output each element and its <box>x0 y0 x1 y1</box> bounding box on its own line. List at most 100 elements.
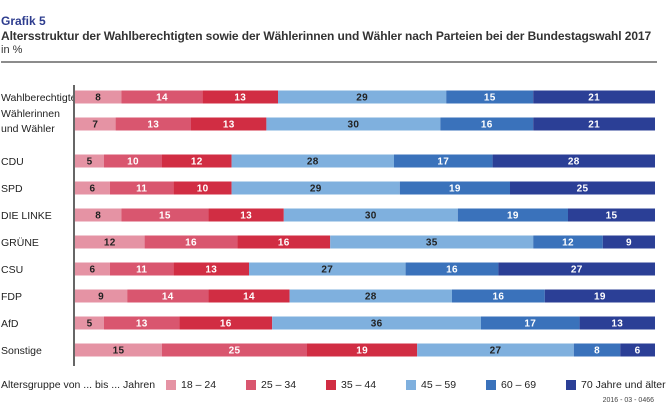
category-label: FDP <box>1 291 22 303</box>
data-label: 16 <box>493 292 505 303</box>
data-label: 19 <box>356 346 368 357</box>
data-label: 28 <box>365 292 377 303</box>
category-label: GRÜNE <box>1 237 39 249</box>
legend-item: 60 – 69 <box>486 379 536 391</box>
data-label: 9 <box>626 238 632 249</box>
data-label: 25 <box>577 184 589 195</box>
bar-segment <box>121 208 209 222</box>
bar-segment <box>457 208 568 222</box>
data-label: 5 <box>87 157 93 168</box>
data-label: 16 <box>220 319 232 330</box>
bar-segment <box>602 235 655 249</box>
data-label: 10 <box>127 157 139 168</box>
bar-segment <box>75 208 122 222</box>
bar-segment <box>202 90 278 104</box>
bar-segment <box>289 289 452 303</box>
bar-segment <box>417 343 574 357</box>
bar-segment <box>510 181 655 195</box>
bar-segment <box>173 181 232 195</box>
data-label: 15 <box>159 211 171 222</box>
bar-segment <box>104 316 180 330</box>
bar-segment <box>75 262 110 276</box>
data-label: 28 <box>307 157 319 168</box>
legend-title: Altersgruppe von ... bis ... Jahren <box>1 379 156 391</box>
data-label: 29 <box>356 93 368 104</box>
legend-label: 35 – 44 <box>341 379 377 391</box>
bar-segment <box>330 235 534 249</box>
chart-title: Altersstruktur der Wahlberechtigten sowi… <box>1 29 652 43</box>
bar-segment <box>399 181 510 195</box>
bar-row: CSU 6 11 13 27 16 27 <box>1 262 655 276</box>
bar-segment <box>283 208 458 222</box>
data-label: 28 <box>568 157 580 168</box>
category-label: Wahlberechtigte <box>1 92 77 104</box>
data-label: 16 <box>185 238 197 249</box>
data-label: 35 <box>426 238 438 249</box>
bar-row: Sonstige 15 25 19 27 8 6 <box>1 343 655 357</box>
legend: Altersgruppe von ... bis ... Jahren 18 –… <box>0 379 667 393</box>
bar-segment <box>231 154 394 168</box>
bar-segment <box>104 154 162 168</box>
data-label: 27 <box>321 265 333 276</box>
category-label: Sonstige <box>1 345 42 357</box>
legend-item: 25 – 34 <box>246 379 296 391</box>
legend-swatch <box>166 380 176 390</box>
bar-segment <box>162 343 307 357</box>
data-label: 13 <box>611 319 623 330</box>
data-label: 30 <box>365 211 377 222</box>
legend-swatch <box>246 380 256 390</box>
data-label: 8 <box>95 93 101 104</box>
bar-segment <box>533 90 655 104</box>
bar-segment <box>109 262 174 276</box>
bar-segment <box>481 316 580 330</box>
bar-segment <box>191 117 267 131</box>
bar-segment <box>144 235 238 249</box>
bar-segment <box>492 154 655 168</box>
chart-kicker: Grafik 5 <box>1 14 46 28</box>
data-label: 16 <box>481 120 493 131</box>
bar-segment <box>498 262 655 276</box>
data-label: 17 <box>437 157 449 168</box>
header-divider <box>1 61 657 63</box>
data-label: 16 <box>446 265 458 276</box>
bar-row: DIE LINKE 8 15 13 30 19 15 <box>1 208 655 222</box>
data-label: 25 <box>229 346 241 357</box>
data-label: 14 <box>156 93 168 104</box>
bar-segment <box>533 117 655 131</box>
bar-segment <box>452 289 545 303</box>
bar-segment <box>75 235 145 249</box>
bar-segment <box>75 316 104 330</box>
bar-segment <box>272 316 481 330</box>
chart-unit: in % <box>1 44 23 56</box>
bar-segment <box>162 154 232 168</box>
category-label: AfD <box>1 318 19 330</box>
legend-item: 18 – 24 <box>166 379 216 391</box>
category-label: CSU <box>1 264 23 276</box>
data-label: 8 <box>95 211 101 222</box>
data-label: 5 <box>87 319 93 330</box>
data-label: 6 <box>89 184 95 195</box>
bar-segment <box>121 90 203 104</box>
data-label: 30 <box>348 120 360 131</box>
data-label: 36 <box>371 319 383 330</box>
data-label: 16 <box>278 238 290 249</box>
bar-segment <box>75 90 122 104</box>
bar-segment <box>394 154 493 168</box>
bar-segment <box>75 343 162 357</box>
bar-segment <box>75 289 128 303</box>
data-label: 13 <box>223 120 235 131</box>
data-label: 6 <box>89 265 95 276</box>
bar-row: GRÜNE 12 16 16 35 12 9 <box>1 235 655 249</box>
bar-segment <box>405 262 499 276</box>
bar-segment <box>75 117 116 131</box>
data-label: 12 <box>104 238 116 249</box>
bar-segment <box>620 343 655 357</box>
data-label: 19 <box>507 211 519 222</box>
data-label: 11 <box>136 184 147 195</box>
legend-item: 35 – 44 <box>326 379 376 391</box>
data-label: 9 <box>98 292 104 303</box>
bar-row: CDU 5 10 12 28 17 28 <box>1 154 655 168</box>
legend-swatch <box>566 380 576 390</box>
legend-label: 45 – 59 <box>421 379 457 391</box>
legend-swatch <box>486 380 496 390</box>
